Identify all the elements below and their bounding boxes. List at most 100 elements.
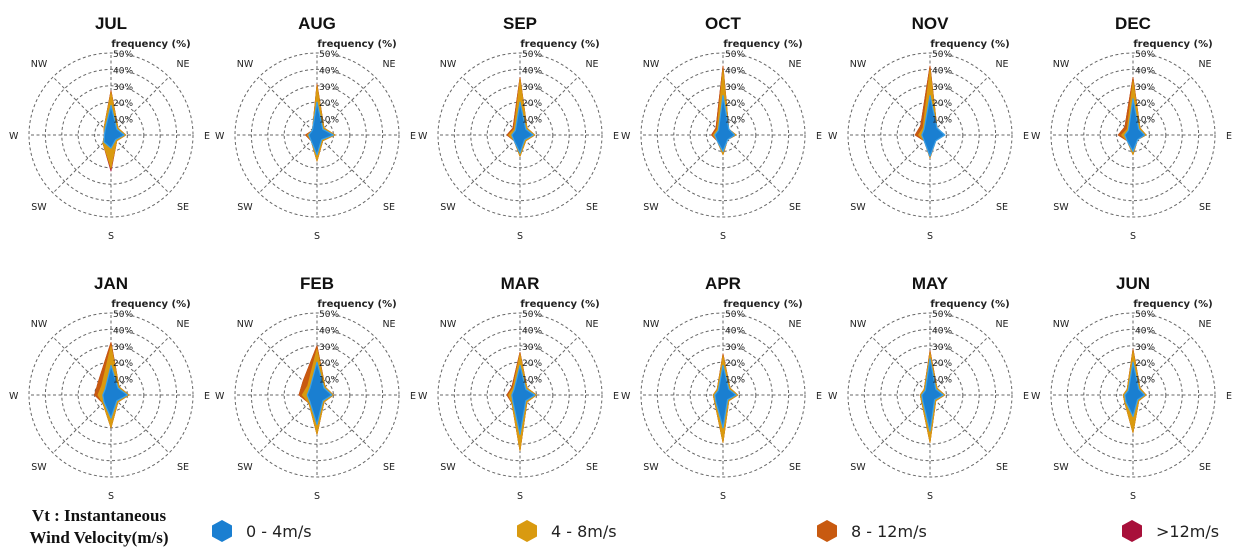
direction-label-w: W	[828, 391, 838, 402]
direction-label-sw: SW	[237, 202, 253, 213]
legend-item-8-12: 8 - 12m/s	[815, 517, 927, 545]
month-title: AUG	[298, 14, 336, 33]
legend-item-4-8: 4 - 8m/s	[515, 517, 617, 545]
grid-spoke-nw	[871, 76, 931, 136]
direction-label-w: W	[1031, 131, 1041, 142]
grid-spoke-sw	[258, 394, 318, 454]
wind-rose-apr: APR frequency (%) 10% 20% 30% 40% 50% NW NE E W SW S…	[621, 274, 822, 502]
direction-label-sw: SW	[1053, 202, 1069, 213]
grid-ring-10	[503, 118, 537, 152]
grid-spoke-nw	[871, 336, 931, 396]
ring-label: 50%	[932, 50, 952, 60]
direction-label-nw: NW	[440, 59, 457, 70]
grid-spoke-se	[110, 134, 170, 194]
ring-label: 20%	[319, 359, 339, 369]
grid-spoke-se	[316, 394, 376, 454]
direction-label-s: S	[108, 231, 114, 242]
wind-rose-oct: OCT frequency (%) 10% 20% 30% 40% 50% NW NE E W SW S…	[621, 14, 822, 242]
direction-label-nw: NW	[850, 319, 867, 330]
ring-label: 40%	[1135, 326, 1155, 336]
grid-ring-50	[847, 312, 1013, 478]
ring-label: 40%	[522, 66, 542, 76]
grid-ring-50	[437, 312, 603, 478]
direction-label-sw: SW	[850, 462, 866, 473]
direction-label-e: E	[204, 131, 210, 142]
ring-label: 40%	[725, 326, 745, 336]
frequency-axis-title: frequency (%)	[520, 299, 599, 310]
grid-spoke-ne	[519, 76, 579, 136]
grid-ring-10	[1116, 118, 1150, 152]
grid-ring-10	[94, 118, 128, 152]
legend-title-line-1: Vt : Instantaneous	[31, 506, 167, 525]
direction-label-e: E	[1226, 131, 1232, 142]
direction-label-nw: NW	[643, 319, 660, 330]
ring-label: 50%	[1135, 50, 1155, 60]
grid-spoke-nw	[1074, 336, 1134, 396]
wind-rose-nov: NOV frequency (%) 10% 20% 30% 40% 50% NW NE E W SW S…	[828, 14, 1029, 242]
ring-label: 30%	[113, 343, 133, 353]
ring-label: 30%	[1135, 83, 1155, 93]
direction-label-w: W	[9, 131, 19, 142]
grid-spoke-ne	[110, 76, 170, 136]
month-title: FEB	[300, 274, 334, 293]
direction-label-s: S	[720, 231, 726, 242]
direction-label-s: S	[1130, 491, 1136, 502]
ring-label: 50%	[1135, 310, 1155, 320]
direction-label-e: E	[1226, 391, 1232, 402]
grid-spoke-ne	[1132, 76, 1192, 136]
month-title: DEC	[1115, 14, 1151, 33]
ring-label: 20%	[1135, 99, 1155, 109]
ring-label: 50%	[932, 310, 952, 320]
direction-label-nw: NW	[237, 59, 254, 70]
grid-spoke-ne	[929, 76, 989, 136]
frequency-axis-title: frequency (%)	[111, 39, 190, 50]
ring-label: 20%	[1135, 359, 1155, 369]
legend-label-over-12: >12m/s	[1156, 521, 1220, 541]
direction-label-s: S	[314, 491, 320, 502]
direction-label-s: S	[517, 231, 523, 242]
series-area-0-4m-s	[102, 364, 129, 419]
ring-label: 10%	[113, 376, 133, 386]
ring-label: 10%	[932, 376, 952, 386]
ring-label: 20%	[319, 99, 339, 109]
direction-label-ne: NE	[1198, 59, 1211, 70]
grid-spoke-se	[519, 394, 579, 454]
grid-spoke-sw	[871, 134, 931, 194]
direction-label-se: SE	[177, 462, 189, 473]
direction-label-ne: NE	[176, 319, 189, 330]
ring-label: 30%	[319, 343, 339, 353]
ring-label: 10%	[1135, 376, 1155, 386]
direction-label-ne: NE	[382, 319, 395, 330]
legend-swatch-over-12	[1122, 520, 1142, 542]
direction-label-w: W	[828, 131, 838, 142]
grid-spoke-ne	[110, 336, 170, 396]
ring-label: 50%	[319, 50, 339, 60]
grid-spoke-sw	[871, 394, 931, 454]
legend-swatch-4-8	[517, 520, 537, 542]
series-area-0-4m-s	[308, 101, 334, 156]
direction-label-w: W	[621, 391, 631, 402]
series-area-0-4m-s	[921, 94, 946, 157]
ring-label: 20%	[725, 99, 745, 109]
grid-spoke-sw	[664, 394, 724, 454]
legend-title: Vt : Instantaneous Wind Velocity(m/s)	[4, 505, 194, 549]
grid-spoke-sw	[461, 134, 521, 194]
ring-label: 30%	[932, 343, 952, 353]
grid-ring-40	[44, 328, 178, 462]
grid-spoke-ne	[1132, 336, 1192, 396]
direction-label-nw: NW	[1053, 319, 1070, 330]
direction-label-sw: SW	[31, 462, 47, 473]
grid-spoke-nw	[461, 336, 521, 396]
ring-label: 10%	[725, 376, 745, 386]
wind-rose-jul: JUL frequency (%) 10% 20% 30% 40% 50% NW NE E W SW S…	[9, 14, 210, 242]
grid-ring-40	[1066, 328, 1200, 462]
ring-label: 20%	[113, 99, 133, 109]
direction-label-sw: SW	[31, 202, 47, 213]
direction-label-nw: NW	[31, 59, 48, 70]
direction-label-se: SE	[996, 462, 1008, 473]
ring-label: 40%	[932, 326, 952, 336]
direction-label-sw: SW	[440, 202, 456, 213]
grid-ring-10	[1116, 378, 1150, 412]
direction-label-s: S	[314, 231, 320, 242]
series-area-0-4m-s	[1124, 98, 1146, 152]
